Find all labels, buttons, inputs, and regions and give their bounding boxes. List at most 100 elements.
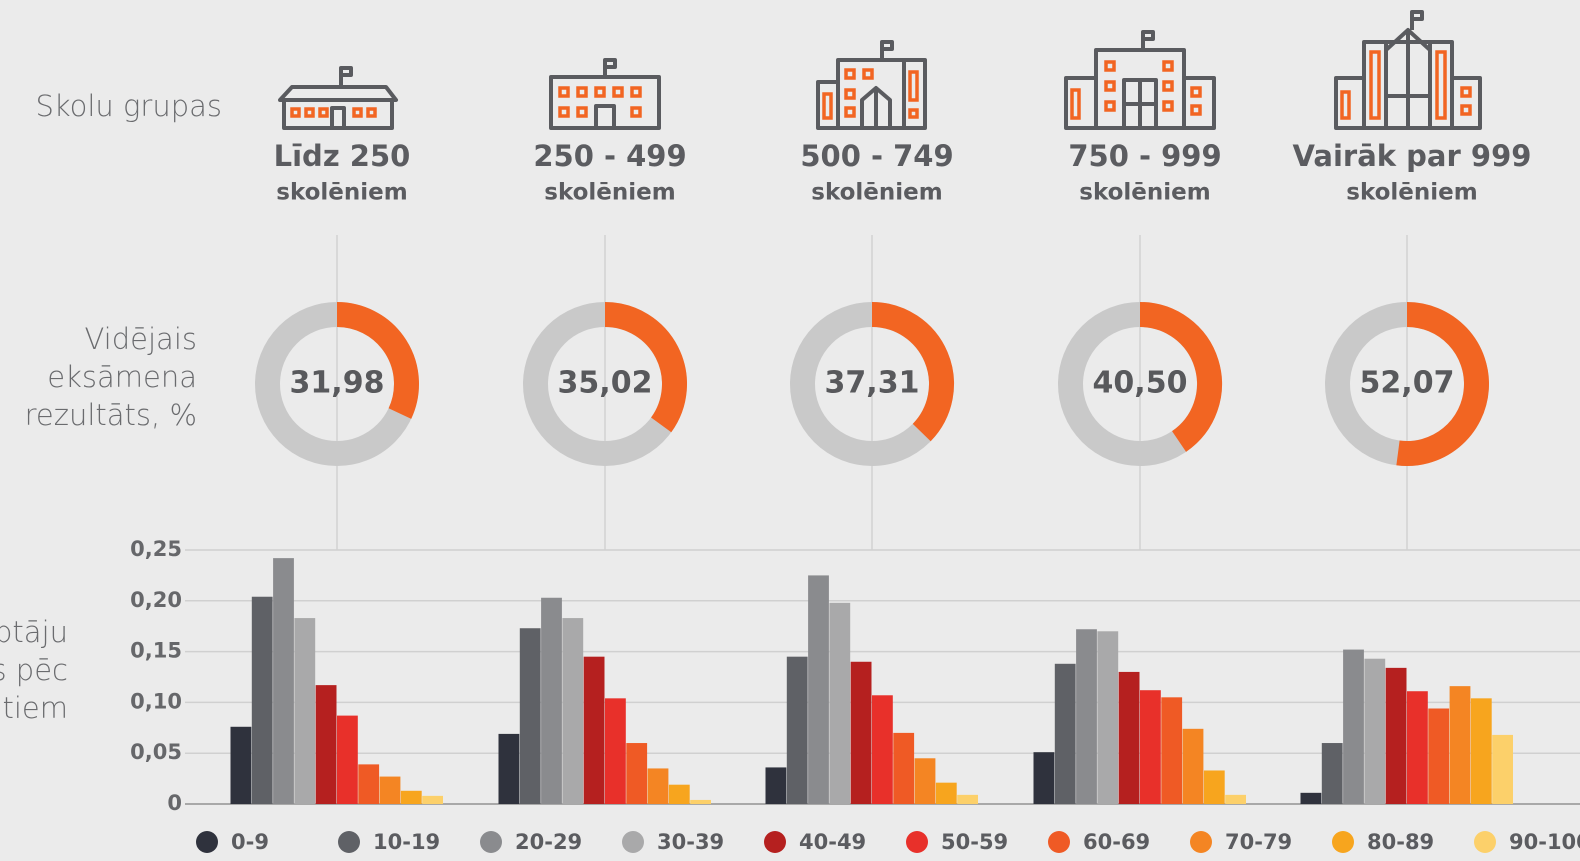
bar: [914, 758, 936, 804]
group-sublabel: skolēniem: [1346, 180, 1477, 206]
bar: [1161, 697, 1183, 804]
school-icon-xlarge: [1064, 30, 1216, 130]
bar: [1033, 752, 1055, 804]
row-label: tiem: [2, 691, 68, 725]
legend-label: 70-79: [1225, 830, 1292, 854]
donut-arc: [336, 302, 419, 419]
bar: [1321, 743, 1343, 804]
donut-arc: [871, 302, 954, 442]
bar: [893, 732, 915, 804]
legend-swatch: [622, 831, 644, 853]
donut-value: 35,02: [558, 366, 653, 401]
legend-swatch: [1474, 831, 1496, 853]
bar: [808, 575, 829, 804]
school-icon-medium: [549, 58, 661, 130]
group-sublabel: skolēniem: [1079, 180, 1210, 206]
school-icon-small: [278, 66, 398, 130]
legend-swatch: [196, 831, 218, 853]
bar: [829, 602, 851, 804]
donut-value: 52,07: [1360, 366, 1455, 401]
bar: [498, 733, 520, 804]
legend-swatch: [1048, 831, 1070, 853]
icons: [278, 10, 1482, 130]
bar: [668, 784, 690, 804]
legend-label: 60-69: [1083, 830, 1150, 854]
y-tick-label: 0,10: [130, 689, 182, 713]
bar: [1140, 690, 1161, 804]
y-tick-label: 0,15: [130, 639, 182, 663]
bar: [1076, 629, 1097, 804]
bar: [1203, 770, 1225, 804]
bar: [626, 743, 648, 804]
donut-arc: [1139, 302, 1222, 452]
bar: [690, 799, 711, 804]
group-label: 750 - 999: [1068, 139, 1221, 173]
donut-arc: [604, 302, 687, 433]
bar: [647, 768, 669, 804]
bar: [957, 794, 978, 804]
bar: [273, 558, 294, 804]
donut-value: 31,98: [290, 366, 385, 401]
y-tick-label: 0,25: [130, 537, 182, 561]
legend-swatch: [764, 831, 786, 853]
donut-arc: [1396, 302, 1489, 466]
group-label: 250 - 499: [533, 139, 686, 173]
row-label: s pēc: [0, 653, 68, 687]
legend-label: 0-9: [231, 830, 269, 854]
bar: [562, 618, 584, 804]
y-tick-label: 0,05: [130, 740, 182, 764]
donut-value: 40,50: [1093, 366, 1188, 401]
legend-swatch: [1332, 831, 1354, 853]
bar: [1118, 671, 1140, 804]
legend-label: 80-89: [1367, 830, 1434, 854]
donut-value: 37,31: [825, 366, 920, 401]
legend-swatch: [1190, 831, 1212, 853]
bar: [422, 795, 443, 804]
school-icon-large: [816, 40, 927, 130]
bar: [935, 782, 957, 804]
legend-label: 30-39: [657, 830, 724, 854]
bar: [1470, 698, 1492, 804]
legend-swatch: [480, 831, 502, 853]
bar: [1182, 728, 1204, 804]
bar: [400, 790, 422, 804]
y-tick-label: 0,20: [130, 588, 182, 612]
legend-label: 40-49: [799, 830, 866, 854]
bar: [358, 764, 380, 804]
bar: [337, 715, 358, 804]
group-label: Līdz 250: [274, 139, 411, 173]
bar: [1364, 658, 1386, 804]
row-label: Vidējais: [84, 322, 197, 356]
bar: [315, 685, 337, 804]
legend-label: 20-29: [515, 830, 582, 854]
bar: [230, 726, 252, 804]
group-sublabel: skolēniem: [544, 180, 675, 206]
bar: [1428, 708, 1450, 804]
bar: [1407, 691, 1428, 804]
group-sublabel: skolēniem: [276, 180, 407, 206]
bar: [1449, 686, 1471, 804]
bar: [379, 776, 401, 804]
bar: [583, 656, 605, 804]
group-sublabel: skolēniem: [811, 180, 942, 206]
bar: [1385, 667, 1407, 804]
bar: [605, 698, 626, 804]
bar: [1300, 792, 1322, 804]
legend-label: 10-19: [373, 830, 440, 854]
legend-swatch: [906, 831, 928, 853]
bar: [786, 656, 808, 804]
bar: [1343, 649, 1364, 804]
row-label: rezultāts, %: [25, 398, 197, 432]
bar: [1054, 663, 1076, 804]
bar: [1225, 794, 1246, 804]
bar: [519, 628, 541, 804]
legend-label: 50-59: [941, 830, 1008, 854]
row-label: Skolu grupas: [35, 89, 222, 123]
group-label: 500 - 749: [800, 139, 953, 173]
bar: [541, 597, 562, 804]
school-icon-huge: [1334, 10, 1482, 130]
row-label: eksāmena: [47, 360, 197, 394]
legend-swatch: [338, 831, 360, 853]
bar: [1097, 631, 1119, 804]
